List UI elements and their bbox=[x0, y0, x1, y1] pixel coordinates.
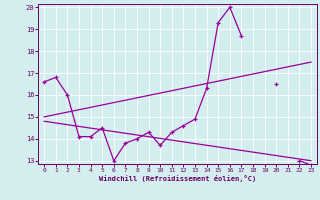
X-axis label: Windchill (Refroidissement éolien,°C): Windchill (Refroidissement éolien,°C) bbox=[99, 175, 256, 182]
